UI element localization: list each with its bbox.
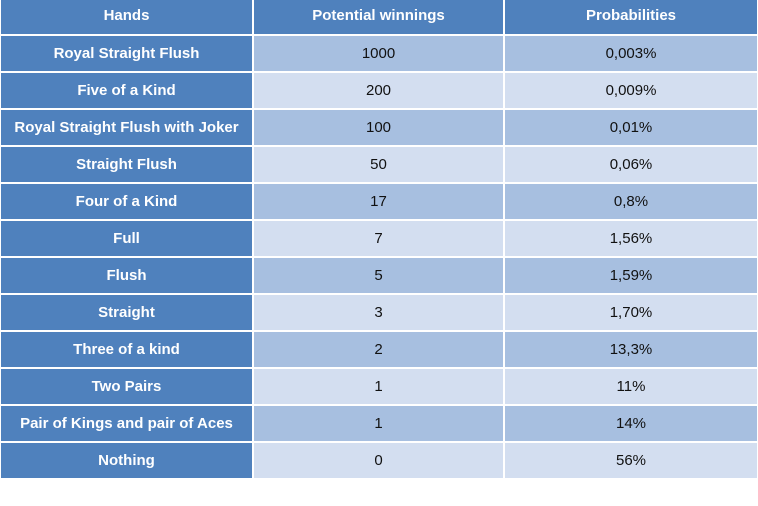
hand-cell: Full: [1, 221, 254, 258]
probability-cell: 1,59%: [505, 258, 757, 295]
hand-cell: Royal Straight Flush: [1, 36, 254, 73]
winnings-cell: 3: [254, 295, 505, 332]
hand-cell: Straight: [1, 295, 254, 332]
winnings-cell: 0: [254, 443, 505, 480]
probability-cell: 0,06%: [505, 147, 757, 184]
probability-cell: 0,009%: [505, 73, 757, 110]
table-row: Flush 5 1,59%: [1, 258, 757, 295]
probability-cell: 11%: [505, 369, 757, 406]
hand-cell: Flush: [1, 258, 254, 295]
table-row: Four of a Kind 17 0,8%: [1, 184, 757, 221]
winnings-cell: 2: [254, 332, 505, 369]
table-row: Straight Flush 50 0,06%: [1, 147, 757, 184]
table-row: Two Pairs 1 11%: [1, 369, 757, 406]
probability-cell: 1,56%: [505, 221, 757, 258]
hand-cell: Four of a Kind: [1, 184, 254, 221]
winnings-cell: 1000: [254, 36, 505, 73]
table-row: Royal Straight Flush with Joker 100 0,01…: [1, 110, 757, 147]
table-row: Nothing 0 56%: [1, 443, 757, 480]
table-row: Royal Straight Flush 1000 0,003%: [1, 36, 757, 73]
table-row: Five of a Kind 200 0,009%: [1, 73, 757, 110]
table-row: Straight 3 1,70%: [1, 295, 757, 332]
probability-cell: 56%: [505, 443, 757, 480]
winnings-cell: 50: [254, 147, 505, 184]
hand-cell: Two Pairs: [1, 369, 254, 406]
table-row: Three of a kind 2 13,3%: [1, 332, 757, 369]
winnings-cell: 5: [254, 258, 505, 295]
winnings-cell: 200: [254, 73, 505, 110]
table-row: Pair of Kings and pair of Aces 1 14%: [1, 406, 757, 443]
winnings-cell: 1: [254, 406, 505, 443]
table-row: Full 7 1,56%: [1, 221, 757, 258]
column-header-probabilities: Probabilities: [505, 0, 757, 36]
winnings-cell: 100: [254, 110, 505, 147]
hand-cell: Royal Straight Flush with Joker: [1, 110, 254, 147]
probability-cell: 1,70%: [505, 295, 757, 332]
column-header-potential-winnings: Potential winnings: [254, 0, 505, 36]
probability-cell: 0,8%: [505, 184, 757, 221]
winnings-cell: 7: [254, 221, 505, 258]
paytable: Hands Potential winnings Probabilities R…: [1, 0, 757, 480]
hand-cell: Pair of Kings and pair of Aces: [1, 406, 254, 443]
probability-cell: 13,3%: [505, 332, 757, 369]
probability-cell: 0,01%: [505, 110, 757, 147]
column-header-hands: Hands: [1, 0, 254, 36]
winnings-cell: 17: [254, 184, 505, 221]
hand-cell: Five of a Kind: [1, 73, 254, 110]
probability-cell: 14%: [505, 406, 757, 443]
hand-cell: Nothing: [1, 443, 254, 480]
header-row: Hands Potential winnings Probabilities: [1, 0, 757, 36]
hand-cell: Three of a kind: [1, 332, 254, 369]
winnings-cell: 1: [254, 369, 505, 406]
probability-cell: 0,003%: [505, 36, 757, 73]
hand-cell: Straight Flush: [1, 147, 254, 184]
